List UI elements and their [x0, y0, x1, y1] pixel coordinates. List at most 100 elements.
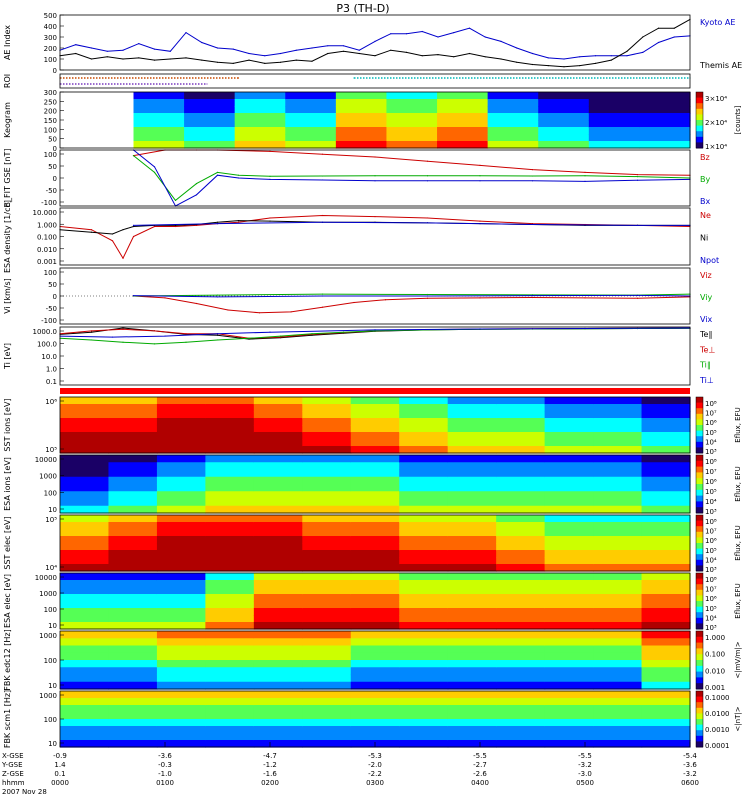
fbk_b-cell: [496, 691, 546, 699]
sst_elec-cell: [205, 522, 255, 530]
fbk_b-cell: [447, 691, 497, 699]
esa_ion-cell: [350, 505, 400, 514]
sst_ion-cell: [156, 404, 206, 412]
sst_ion-cell: [302, 411, 352, 419]
keogram-cell: [234, 141, 286, 149]
bfield-point: [531, 169, 534, 171]
fbk_e-cell: [108, 674, 158, 683]
keogram-colorbar-step: [696, 125, 703, 132]
esa_ion-colorbar-step: [696, 484, 703, 491]
esa_elec-cell: [544, 587, 594, 595]
fbk_e-cell: [641, 667, 691, 676]
bfield-frame: [59, 149, 691, 207]
temperature-point: [269, 331, 271, 333]
fbk_b-colorbar-tick: 0.1000: [705, 694, 730, 702]
ae-point: [657, 27, 660, 29]
fbk_b-cell: [593, 733, 643, 741]
esa_elec-cell: [60, 622, 110, 630]
sst_elec-cell: [593, 557, 643, 565]
bfield-ytick: -100: [41, 199, 57, 207]
sst_elec-cell: [205, 543, 255, 551]
keogram-cell: [437, 106, 489, 114]
xaxis-tick-label: -3.6: [683, 761, 697, 769]
fbk_e-cell: [253, 660, 303, 668]
temperature-point: [584, 327, 586, 330]
keogram-cell: [639, 120, 691, 128]
sst_ion-colorbar-step: [696, 419, 703, 426]
keogram-cell: [234, 92, 286, 100]
esa_ion-cell: [302, 491, 352, 500]
ae-point: [531, 63, 534, 66]
velocity-point: [479, 297, 481, 299]
velocity-point: [321, 306, 324, 308]
sst_ion-colorbar-unit: Eflux, EFU: [734, 407, 742, 442]
esa_elec-cell: [350, 587, 400, 595]
fbk_b-cell: [641, 705, 691, 713]
sst_ion-colorbar-tick: 10⁸: [705, 400, 717, 408]
sst_ion-cell: [399, 425, 449, 433]
esa_elec-cell: [496, 580, 546, 588]
esa_elec-cell: [447, 594, 497, 602]
ae-point: [516, 47, 518, 49]
fbk_e-cell: [641, 631, 691, 639]
keogram-colorbar-step: [696, 136, 703, 143]
roi-point: [353, 77, 355, 79]
density-point: [174, 225, 177, 228]
esa_elec-cell: [60, 601, 110, 609]
esa_ion-colorbar-step: [696, 478, 703, 485]
fbk_e-cell: [302, 681, 352, 690]
esa_elec-cell: [156, 601, 206, 609]
fbk_b-cell: [108, 733, 158, 741]
sst_elec-cell: [350, 557, 400, 565]
fbk_b-cell: [544, 691, 594, 699]
bfield-legend-1: By: [700, 175, 710, 184]
velocity-point: [426, 297, 429, 299]
xaxis-row-label: Z-GSE: [2, 770, 24, 778]
fbk_e-cell: [447, 631, 497, 639]
esa_elec-colorbar-tick: 10³: [705, 624, 717, 632]
fbk_e-cell: [544, 660, 594, 668]
esa_elec-cell: [108, 608, 158, 616]
fbk_b-cell: [593, 726, 643, 734]
esa_ion-cell: [60, 484, 110, 492]
keogram-cell: [588, 141, 641, 149]
sst_ion-cell: [302, 397, 352, 405]
fbk_b-cell: [447, 733, 497, 741]
keogram-cell: [437, 127, 489, 135]
temperature-ytick: 10.0: [41, 353, 57, 361]
fbk_b-cell: [641, 726, 691, 734]
ae-point: [594, 62, 597, 64]
sst_ion-cell: [447, 439, 497, 447]
sst_elec-cell: [544, 529, 594, 537]
ae-point: [594, 55, 597, 57]
sst_ion-colorbar-step: [696, 413, 703, 420]
ae-point: [279, 61, 282, 63]
xaxis-tick-label: -2.0: [368, 761, 382, 769]
fbk_b-cell: [496, 698, 546, 706]
esa_elec-cell: [544, 615, 594, 623]
keogram-cell: [386, 134, 438, 142]
density-legend-2: Npot: [700, 256, 719, 265]
esa_elec-cell: [253, 587, 303, 595]
sst_elec-cell: [108, 550, 158, 558]
fbk_b-cell: [399, 733, 449, 741]
esa_ion-cell: [641, 469, 691, 478]
esa_ion-cell: [156, 498, 206, 507]
esa_ion-cell: [399, 469, 449, 478]
page-title: P3 (TH-D): [336, 2, 389, 15]
esa_elec-colorbar-step: [696, 617, 703, 624]
density-point: [636, 224, 639, 227]
fbk_b-cell: [253, 698, 303, 706]
ae-ytick: 0: [53, 67, 57, 75]
temperature-point: [374, 330, 376, 332]
sst_elec-cell: [205, 536, 255, 544]
fbk_e-cell: [496, 645, 546, 654]
esa_elec-cell: [302, 608, 352, 616]
keogram-cell: [184, 113, 236, 121]
fbk_b-ytick: 100: [44, 716, 57, 724]
keogram-cell: [538, 134, 590, 142]
fbk_b-cell: [350, 698, 400, 706]
ae-point: [405, 33, 408, 35]
xaxis-tick-label: 0400: [471, 779, 489, 787]
